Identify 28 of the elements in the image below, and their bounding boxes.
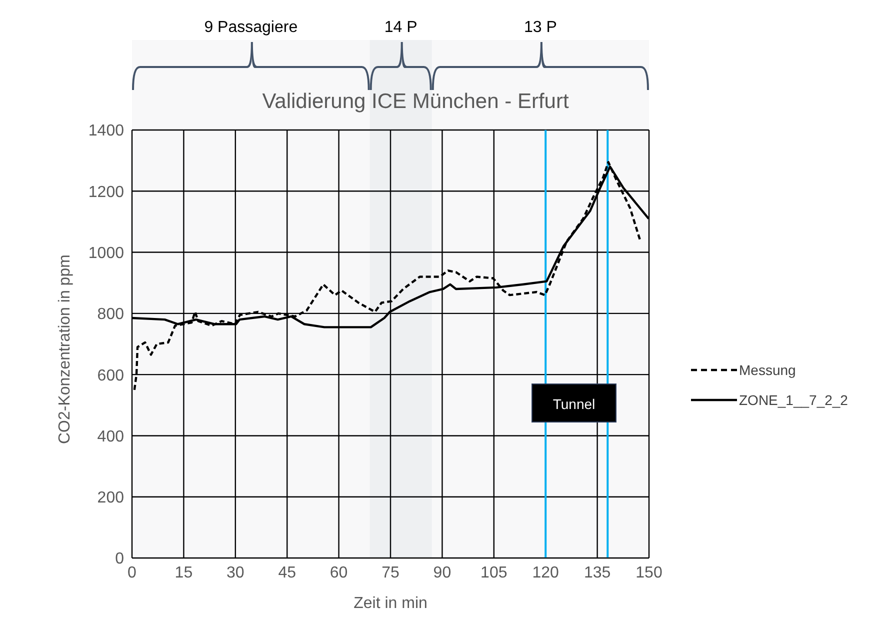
y-tick-label: 1200 <box>88 184 124 201</box>
annotation: Tunnel <box>552 396 596 412</box>
y-tick-label: 400 <box>97 428 124 446</box>
band-label: 9 Passagiere <box>204 19 298 36</box>
x-tick-label: 120 <box>532 564 560 582</box>
y-tick-label: 1000 <box>88 244 124 262</box>
x-tick-label: 30 <box>226 564 244 582</box>
legend-label: ZONE_1__7_2_2 <box>739 392 848 408</box>
x-tick-label: 105 <box>480 564 508 582</box>
y-tick-label: 1400 <box>88 122 124 140</box>
x-tick-label: 150 <box>636 564 662 582</box>
band-label: 14 P <box>384 19 418 36</box>
chart-title: Validierung ICE München - Erfurt <box>262 90 569 113</box>
legend-label: Messung <box>739 362 796 378</box>
x-tick-label: 135 <box>584 564 611 582</box>
x-tick-label: 0 <box>128 564 137 582</box>
y-tick-label: 800 <box>97 306 124 324</box>
y-axis-title: CO2-Konzentration in ppm <box>56 254 74 444</box>
x-tick-label: 60 <box>330 564 348 582</box>
band-label: 13 P <box>524 19 557 36</box>
x-tick-label: 90 <box>433 564 452 582</box>
y-tick-label: 0 <box>115 550 124 568</box>
y-tick-label: 200 <box>97 490 124 507</box>
x-tick-label: 75 <box>382 564 400 582</box>
y-tick-label: 600 <box>97 367 124 384</box>
x-axis-title: Zeit in min <box>354 595 428 612</box>
x-tick-label: 15 <box>174 564 193 582</box>
x-tick-label: 45 <box>278 564 296 582</box>
